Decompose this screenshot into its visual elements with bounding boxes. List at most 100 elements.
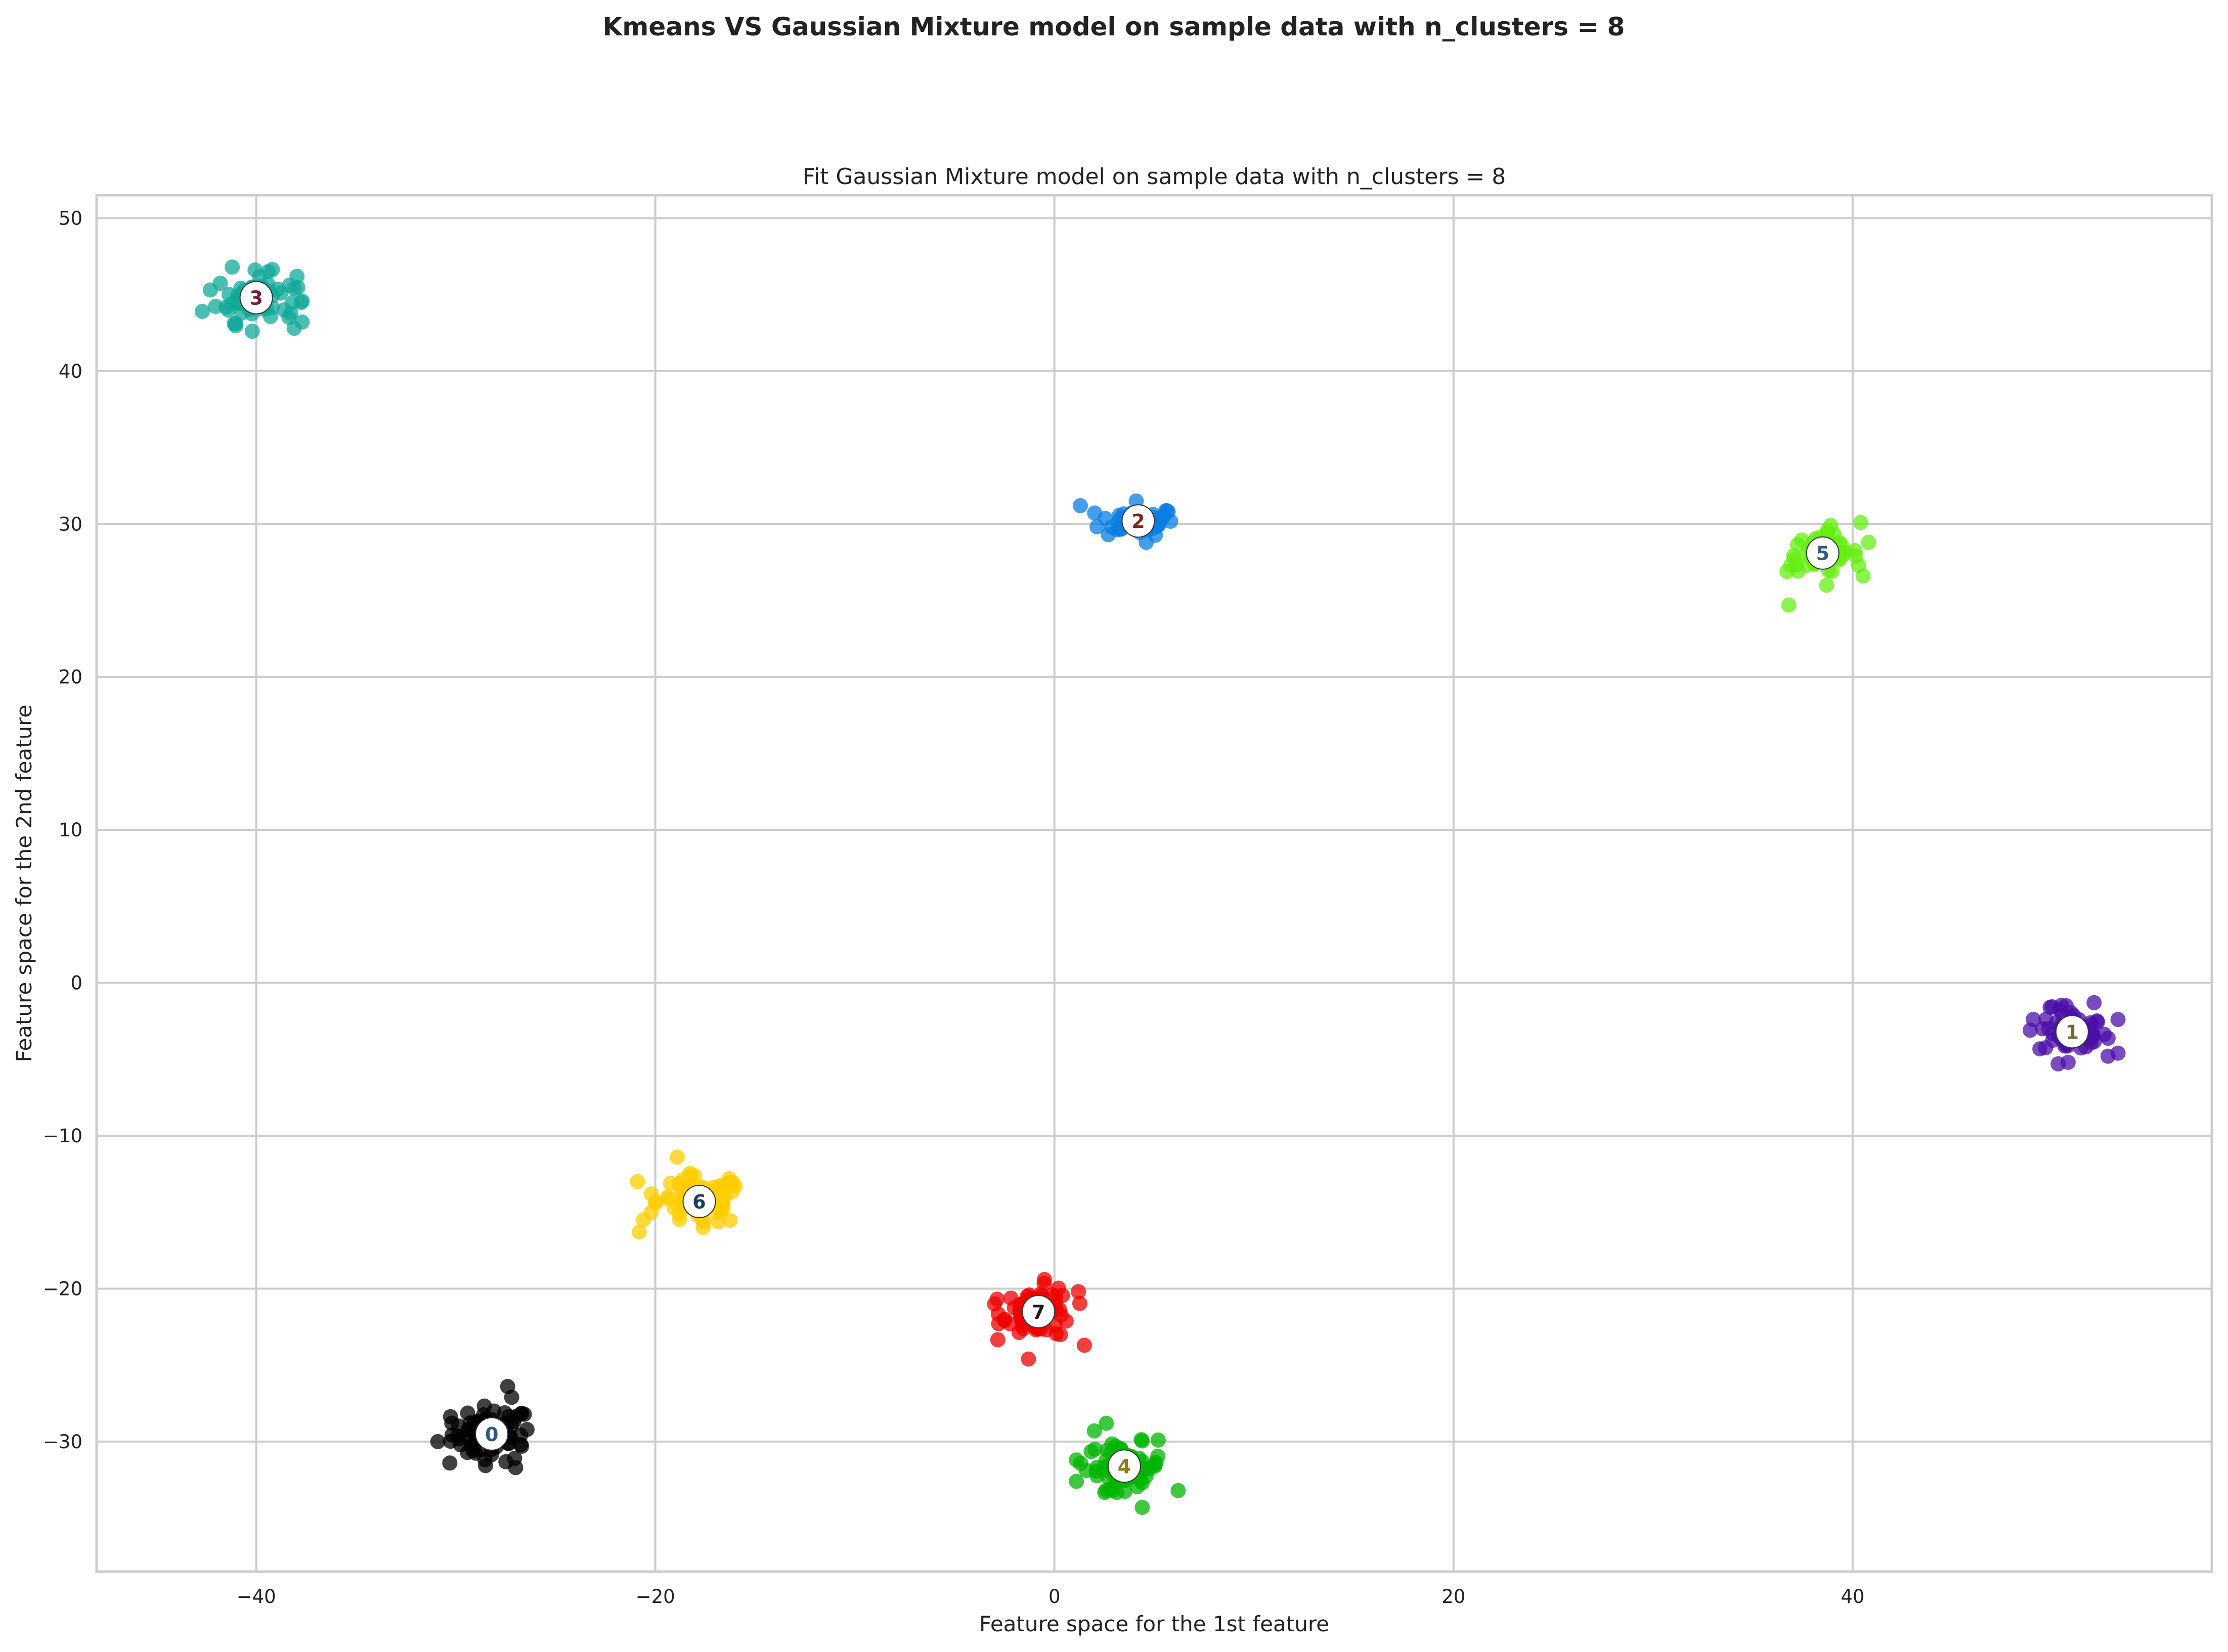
data-point	[1054, 1308, 1069, 1323]
y-tick-label: −20	[43, 1278, 82, 1300]
axes-frame	[95, 194, 2213, 1573]
data-point	[670, 1149, 685, 1165]
data-point	[1069, 1452, 1084, 1468]
data-point	[987, 1296, 1002, 1312]
centroid-label-2: 2	[1131, 510, 1145, 532]
data-point	[514, 1406, 530, 1421]
data-point	[225, 259, 240, 275]
centroid-marker-5	[1806, 536, 1840, 570]
y-tick-label: 10	[59, 819, 82, 841]
data-point	[270, 281, 286, 297]
data-point	[1055, 1287, 1070, 1303]
data-point	[1069, 1474, 1084, 1489]
data-point	[486, 1403, 502, 1419]
data-point	[508, 1460, 523, 1476]
data-point	[1073, 498, 1088, 513]
data-point	[2022, 1022, 2038, 1038]
x-tick-label: −40	[237, 1586, 276, 1608]
centroid-label-7: 7	[1032, 1301, 1045, 1323]
data-point	[484, 1447, 499, 1462]
data-point	[2041, 1021, 2057, 1037]
data-point	[663, 1176, 678, 1191]
data-point	[1089, 1459, 1105, 1475]
data-point	[294, 293, 310, 309]
data-point	[1139, 534, 1154, 550]
data-point	[1003, 1290, 1019, 1306]
data-point	[630, 1174, 645, 1189]
centroid-label-3: 3	[249, 287, 263, 309]
y-tick-label: 40	[59, 361, 82, 382]
data-point	[1789, 537, 1805, 553]
x-tick-label: 0	[1049, 1586, 1061, 1608]
data-point	[430, 1434, 446, 1449]
data-point	[2042, 999, 2058, 1015]
centroid-marker-4	[1107, 1449, 1141, 1483]
data-point	[1099, 1415, 1114, 1431]
data-point	[1083, 1444, 1099, 1459]
data-point	[286, 321, 302, 336]
data-point	[1037, 1272, 1053, 1287]
data-point	[675, 1172, 691, 1187]
data-point	[504, 1390, 519, 1405]
data-point	[453, 1437, 468, 1453]
data-point	[1101, 527, 1116, 543]
data-point	[1861, 534, 1876, 550]
centroid-marker-6	[682, 1185, 716, 1219]
data-point	[1087, 505, 1103, 521]
data-point	[1021, 1351, 1036, 1367]
centroid-marker-2	[1121, 504, 1155, 538]
plot-area: 0 1 2 3 4 5 6 7	[95, 194, 2213, 1573]
data-point	[519, 1422, 535, 1438]
data-point	[990, 1332, 1006, 1348]
y-axis-ticks: −30 −20 −10 0 10 20 30 40 50	[43, 207, 82, 1453]
data-point	[1086, 1423, 1102, 1439]
data-point	[1783, 557, 1799, 573]
data-point	[632, 1224, 647, 1240]
y-tick-label: −30	[43, 1431, 82, 1453]
x-axis-ticks: −40 −20 0 20 40	[237, 1586, 1865, 1608]
data-point	[695, 1220, 711, 1235]
data-point	[2110, 1045, 2126, 1061]
y-tick-label: 30	[59, 513, 82, 535]
data-point	[2038, 1040, 2054, 1056]
data-point	[227, 316, 242, 332]
data-point	[442, 1455, 458, 1471]
centroid-label-6: 6	[692, 1191, 706, 1213]
x-tick-label: 40	[1841, 1586, 1864, 1608]
data-point	[660, 1189, 676, 1204]
data-point	[260, 264, 276, 280]
data-point	[1853, 515, 1868, 530]
data-point	[289, 269, 305, 284]
data-point	[2086, 995, 2102, 1010]
x-tick-label: 20	[1441, 1586, 1465, 1608]
cluster-centroids: 0 1 2 3 4 5 6 7	[239, 281, 2089, 1483]
data-point	[1103, 1481, 1118, 1497]
axes-title: Fit Gaussian Mixture model on sample dat…	[803, 164, 1506, 190]
data-point	[1104, 1436, 1120, 1452]
data-point	[1134, 1433, 1150, 1449]
data-point	[1072, 1296, 1087, 1311]
data-point	[276, 302, 292, 318]
data-point	[501, 1409, 517, 1424]
data-point	[1150, 1432, 1166, 1448]
data-point	[722, 1213, 738, 1228]
data-point	[465, 1443, 481, 1458]
centroid-marker-1	[2055, 1015, 2089, 1049]
data-point	[1071, 1284, 1086, 1300]
data-point	[208, 298, 224, 314]
data-point	[1823, 518, 1839, 533]
x-axis-label: Feature space for the 1st feature	[979, 1612, 1329, 1636]
centroid-label-4: 4	[1118, 1455, 1131, 1478]
y-tick-label: 0	[70, 972, 82, 994]
data-point	[997, 1311, 1013, 1327]
data-point	[1134, 1475, 1150, 1491]
centroid-label-1: 1	[2066, 1021, 2079, 1043]
centroid-label-5: 5	[1816, 543, 1829, 565]
data-point	[1076, 1337, 1092, 1353]
data-point	[670, 1198, 686, 1214]
data-point	[1851, 557, 1866, 573]
data-point	[1134, 1499, 1150, 1515]
y-tick-label: −10	[43, 1125, 82, 1147]
data-point	[1160, 504, 1176, 520]
data-point	[202, 282, 218, 298]
